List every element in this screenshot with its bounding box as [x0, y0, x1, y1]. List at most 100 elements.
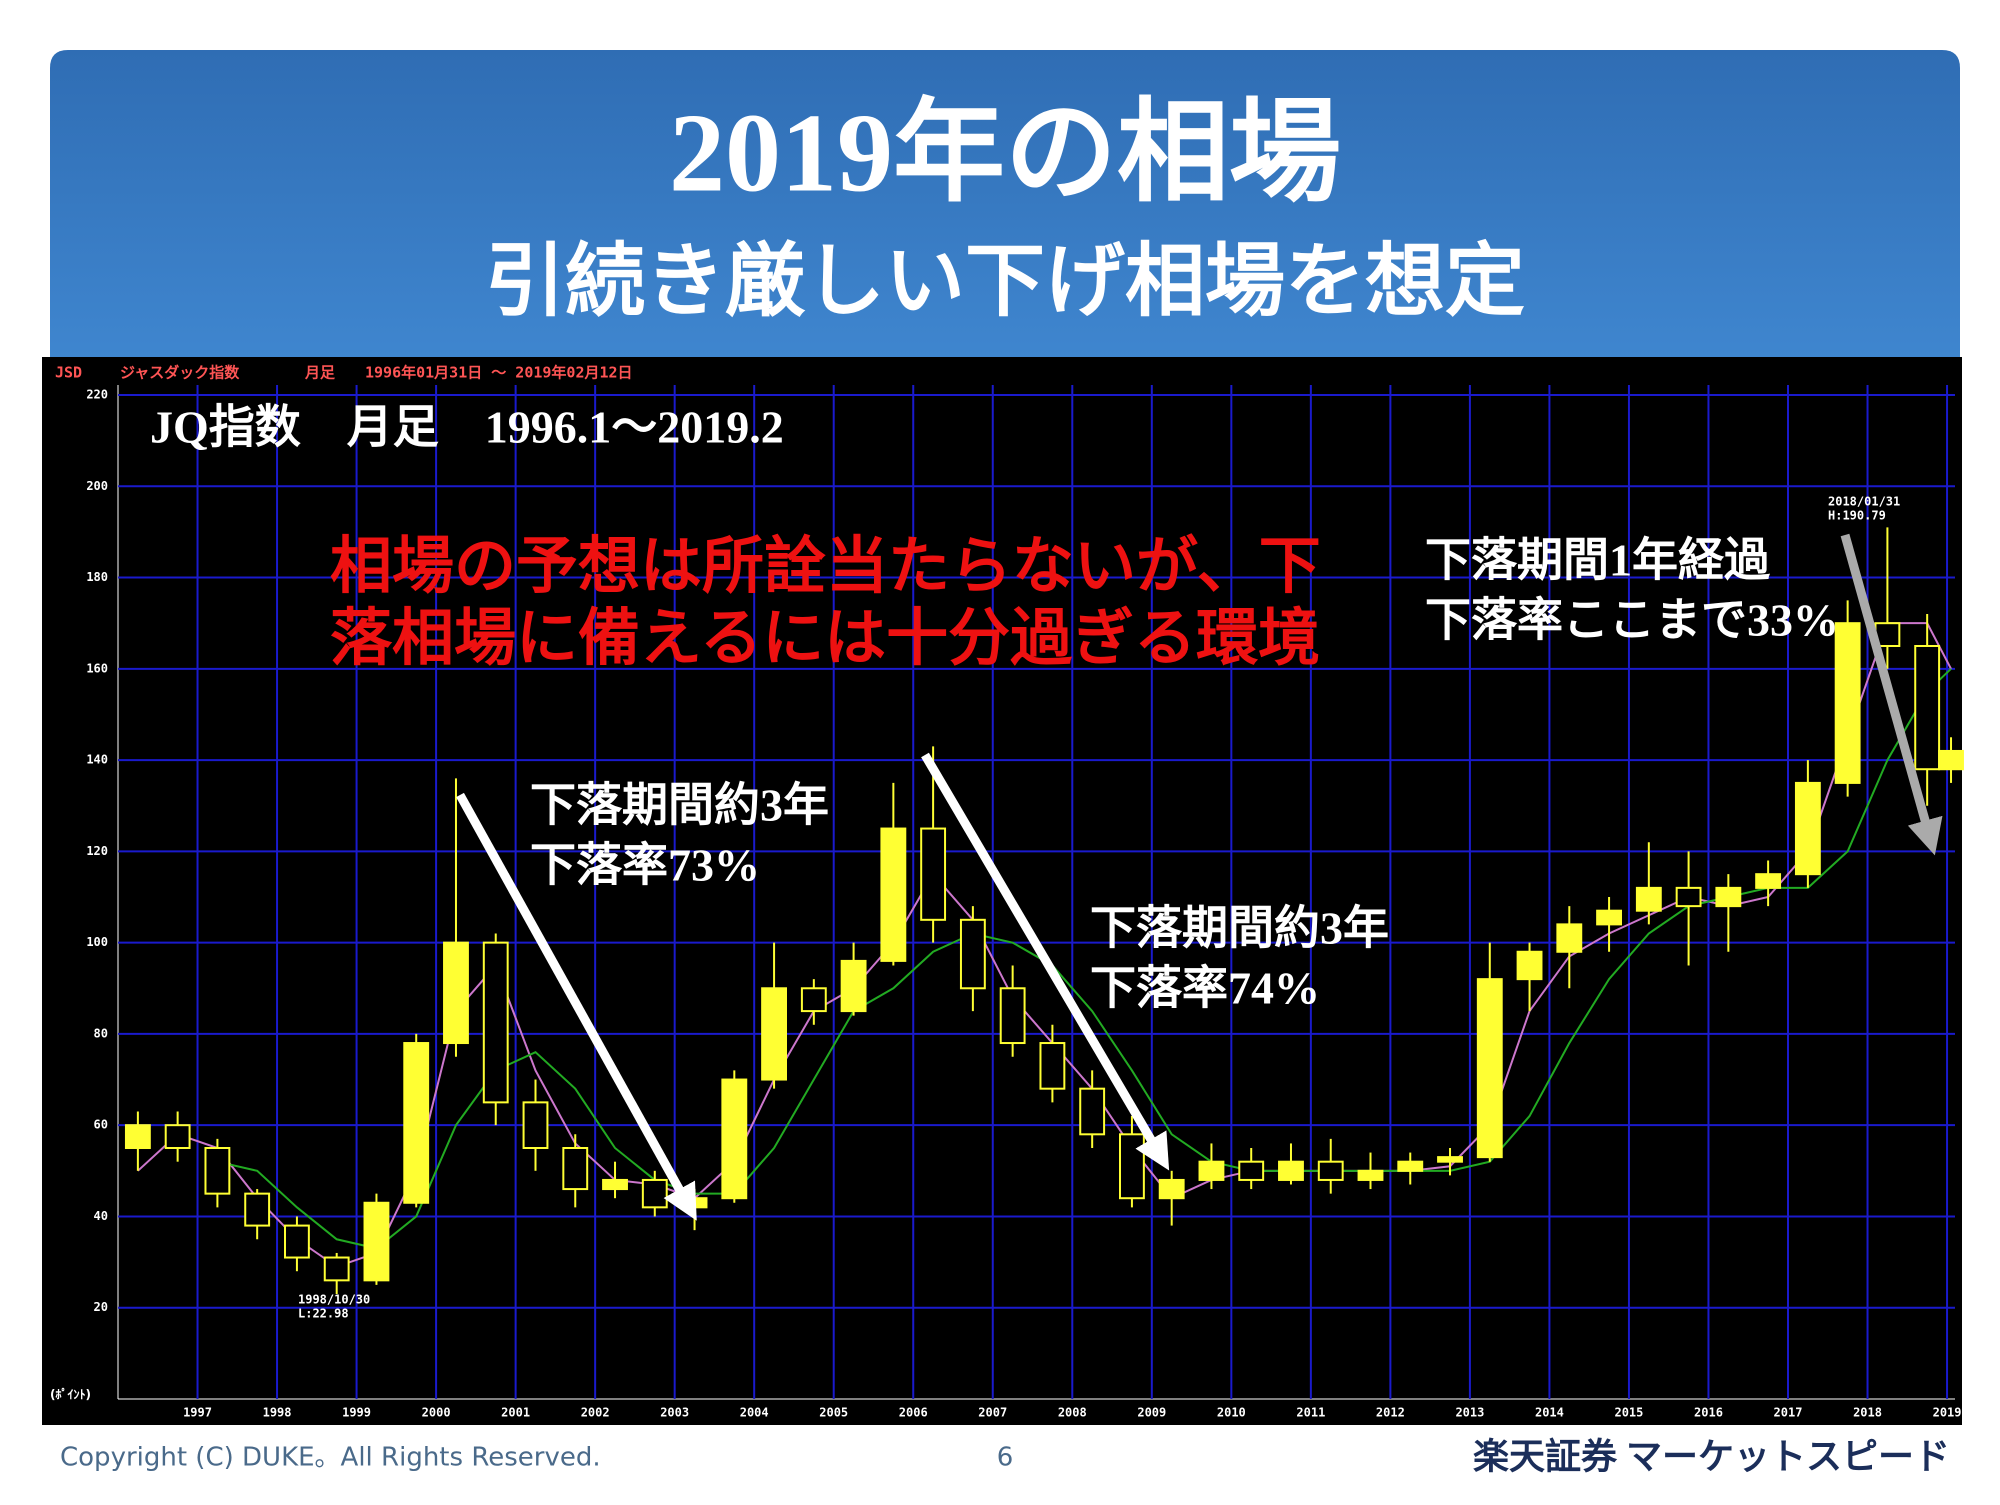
- candle-body: [1476, 978, 1503, 1159]
- x-tick-label: 2008: [1058, 1406, 1087, 1420]
- candle-body: [920, 827, 947, 921]
- x-tick-label: 2019: [1933, 1406, 1962, 1420]
- candle-body: [244, 1192, 271, 1227]
- candle-body: [1198, 1160, 1225, 1181]
- candle-body: [403, 1042, 430, 1204]
- headline: 相場の予想は所詮当たらないが、下: [330, 532, 1321, 601]
- candle-body: [124, 1124, 151, 1149]
- annotation: H:190.79: [1828, 509, 1886, 523]
- arrow: [921, 752, 1170, 1171]
- y-tick-label: 40: [94, 1209, 108, 1223]
- candle-body: [959, 918, 986, 990]
- slide-title: 2019年の相場: [669, 92, 1341, 216]
- arrow: [456, 792, 697, 1221]
- y-tick-label: 120: [86, 844, 108, 858]
- y-tick-label: 160: [86, 661, 108, 675]
- x-tick-label: 2003: [660, 1406, 689, 1420]
- headline: 落相場に備えるには十分過ぎる環境: [330, 604, 1320, 673]
- candle-body: [721, 1078, 748, 1200]
- candle-body: [1119, 1133, 1145, 1200]
- candle-body: [443, 941, 469, 1045]
- candle-body: [562, 1147, 589, 1191]
- candle-body: [1755, 873, 1782, 889]
- slide-subtitle: 引続き厳しい下げ相場を想定: [485, 238, 1525, 326]
- annotation: 下落期間1年経過: [1425, 535, 1771, 586]
- candle-body: [1914, 645, 1941, 771]
- y-tick-label: 200: [86, 479, 108, 493]
- annotation: 下落率74%: [1090, 963, 1320, 1014]
- chart-info: JSD: [55, 364, 82, 382]
- arrow: [1840, 533, 1943, 856]
- x-tick-label: 2015: [1614, 1406, 1643, 1420]
- candle-body: [1238, 1160, 1265, 1181]
- x-tick-label: 2002: [581, 1406, 610, 1420]
- y-tick-label: 100: [86, 935, 108, 949]
- chart-info: ジャスダック指数: [120, 364, 240, 382]
- header-band: [50, 50, 1960, 360]
- candle-body: [1278, 1160, 1304, 1181]
- candle-body: [1317, 1160, 1344, 1181]
- y-tick-label: 220: [86, 388, 108, 402]
- y-tick-label: 80: [94, 1026, 108, 1040]
- candle-body: [1794, 781, 1821, 876]
- candle-body: [1437, 1156, 1463, 1163]
- candle-body: [1715, 886, 1742, 908]
- y-tick-label: 60: [94, 1118, 108, 1132]
- candle-body: [602, 1178, 628, 1191]
- candle-body: [284, 1224, 310, 1259]
- candle-body: [1516, 950, 1543, 981]
- y-tick-label: 140: [86, 753, 108, 767]
- candle-body: [880, 827, 907, 962]
- candle-body: [1079, 1087, 1106, 1136]
- chart-title: JQ指数 月足 1996.1～2019.2: [150, 402, 784, 453]
- x-tick-label: 2016: [1694, 1406, 1723, 1420]
- x-tick-label: 2005: [819, 1406, 848, 1420]
- candle-body: [363, 1201, 390, 1282]
- chart-info: 1996年01月31日 ～ 2019年02月12日: [365, 364, 633, 382]
- candle-body: [1158, 1178, 1185, 1200]
- candle-body: [1397, 1160, 1424, 1172]
- candle-body: [800, 987, 827, 1013]
- x-tick-label: 2000: [422, 1406, 451, 1420]
- x-tick-label: 2004: [740, 1406, 769, 1420]
- annotation: 下落率ここまで33%: [1425, 595, 1839, 646]
- x-tick-label: 1998: [263, 1406, 292, 1420]
- x-tick-label: 2007: [978, 1406, 1007, 1420]
- candle-body: [1938, 749, 1964, 771]
- brand: 楽天証券 マーケットスピード: [1473, 1436, 1950, 1476]
- candle-body: [204, 1147, 231, 1195]
- candle-body: [1596, 909, 1622, 926]
- x-tick-label: 2013: [1455, 1406, 1484, 1420]
- candle-body: [840, 959, 867, 1013]
- annotation: 下落率73%: [530, 840, 760, 891]
- candle-body: [522, 1101, 549, 1150]
- candle-body: [641, 1178, 668, 1209]
- y-tick-label: 20: [94, 1300, 108, 1314]
- page-number: 6: [997, 1443, 1014, 1473]
- x-tick-label: 2018: [1853, 1406, 1882, 1420]
- copyright: Copyright (C) DUKE。All Rights Reserved.: [60, 1443, 601, 1473]
- x-tick-label: 2009: [1137, 1406, 1166, 1420]
- candle-body: [164, 1124, 191, 1149]
- candle-body: [1675, 886, 1702, 908]
- x-tick-label: 2017: [1774, 1406, 1803, 1420]
- x-tick-label: 2001: [501, 1406, 530, 1420]
- y-tick-label: 180: [86, 570, 108, 584]
- x-tick-label: 2010: [1217, 1406, 1246, 1420]
- annotation: L:22.98: [298, 1307, 349, 1321]
- candle-body: [1357, 1169, 1384, 1181]
- candle-body: [999, 987, 1026, 1045]
- candle-body: [482, 941, 509, 1104]
- x-tick-label: 2014: [1535, 1406, 1564, 1420]
- candle-body: [1635, 886, 1662, 912]
- x-tick-label: 2012: [1376, 1406, 1405, 1420]
- chart-info: 月足: [304, 364, 336, 382]
- annotation: 2018/01/31: [1828, 495, 1900, 509]
- annotation: 下落期間約3年: [530, 780, 829, 831]
- candle-body: [323, 1256, 350, 1282]
- candle-body: [761, 987, 788, 1081]
- x-tick-label: 2011: [1296, 1406, 1325, 1420]
- annotation: 下落期間約3年: [1090, 903, 1389, 954]
- candle-body: [1556, 923, 1583, 953]
- x-tick-label: 1997: [183, 1406, 212, 1420]
